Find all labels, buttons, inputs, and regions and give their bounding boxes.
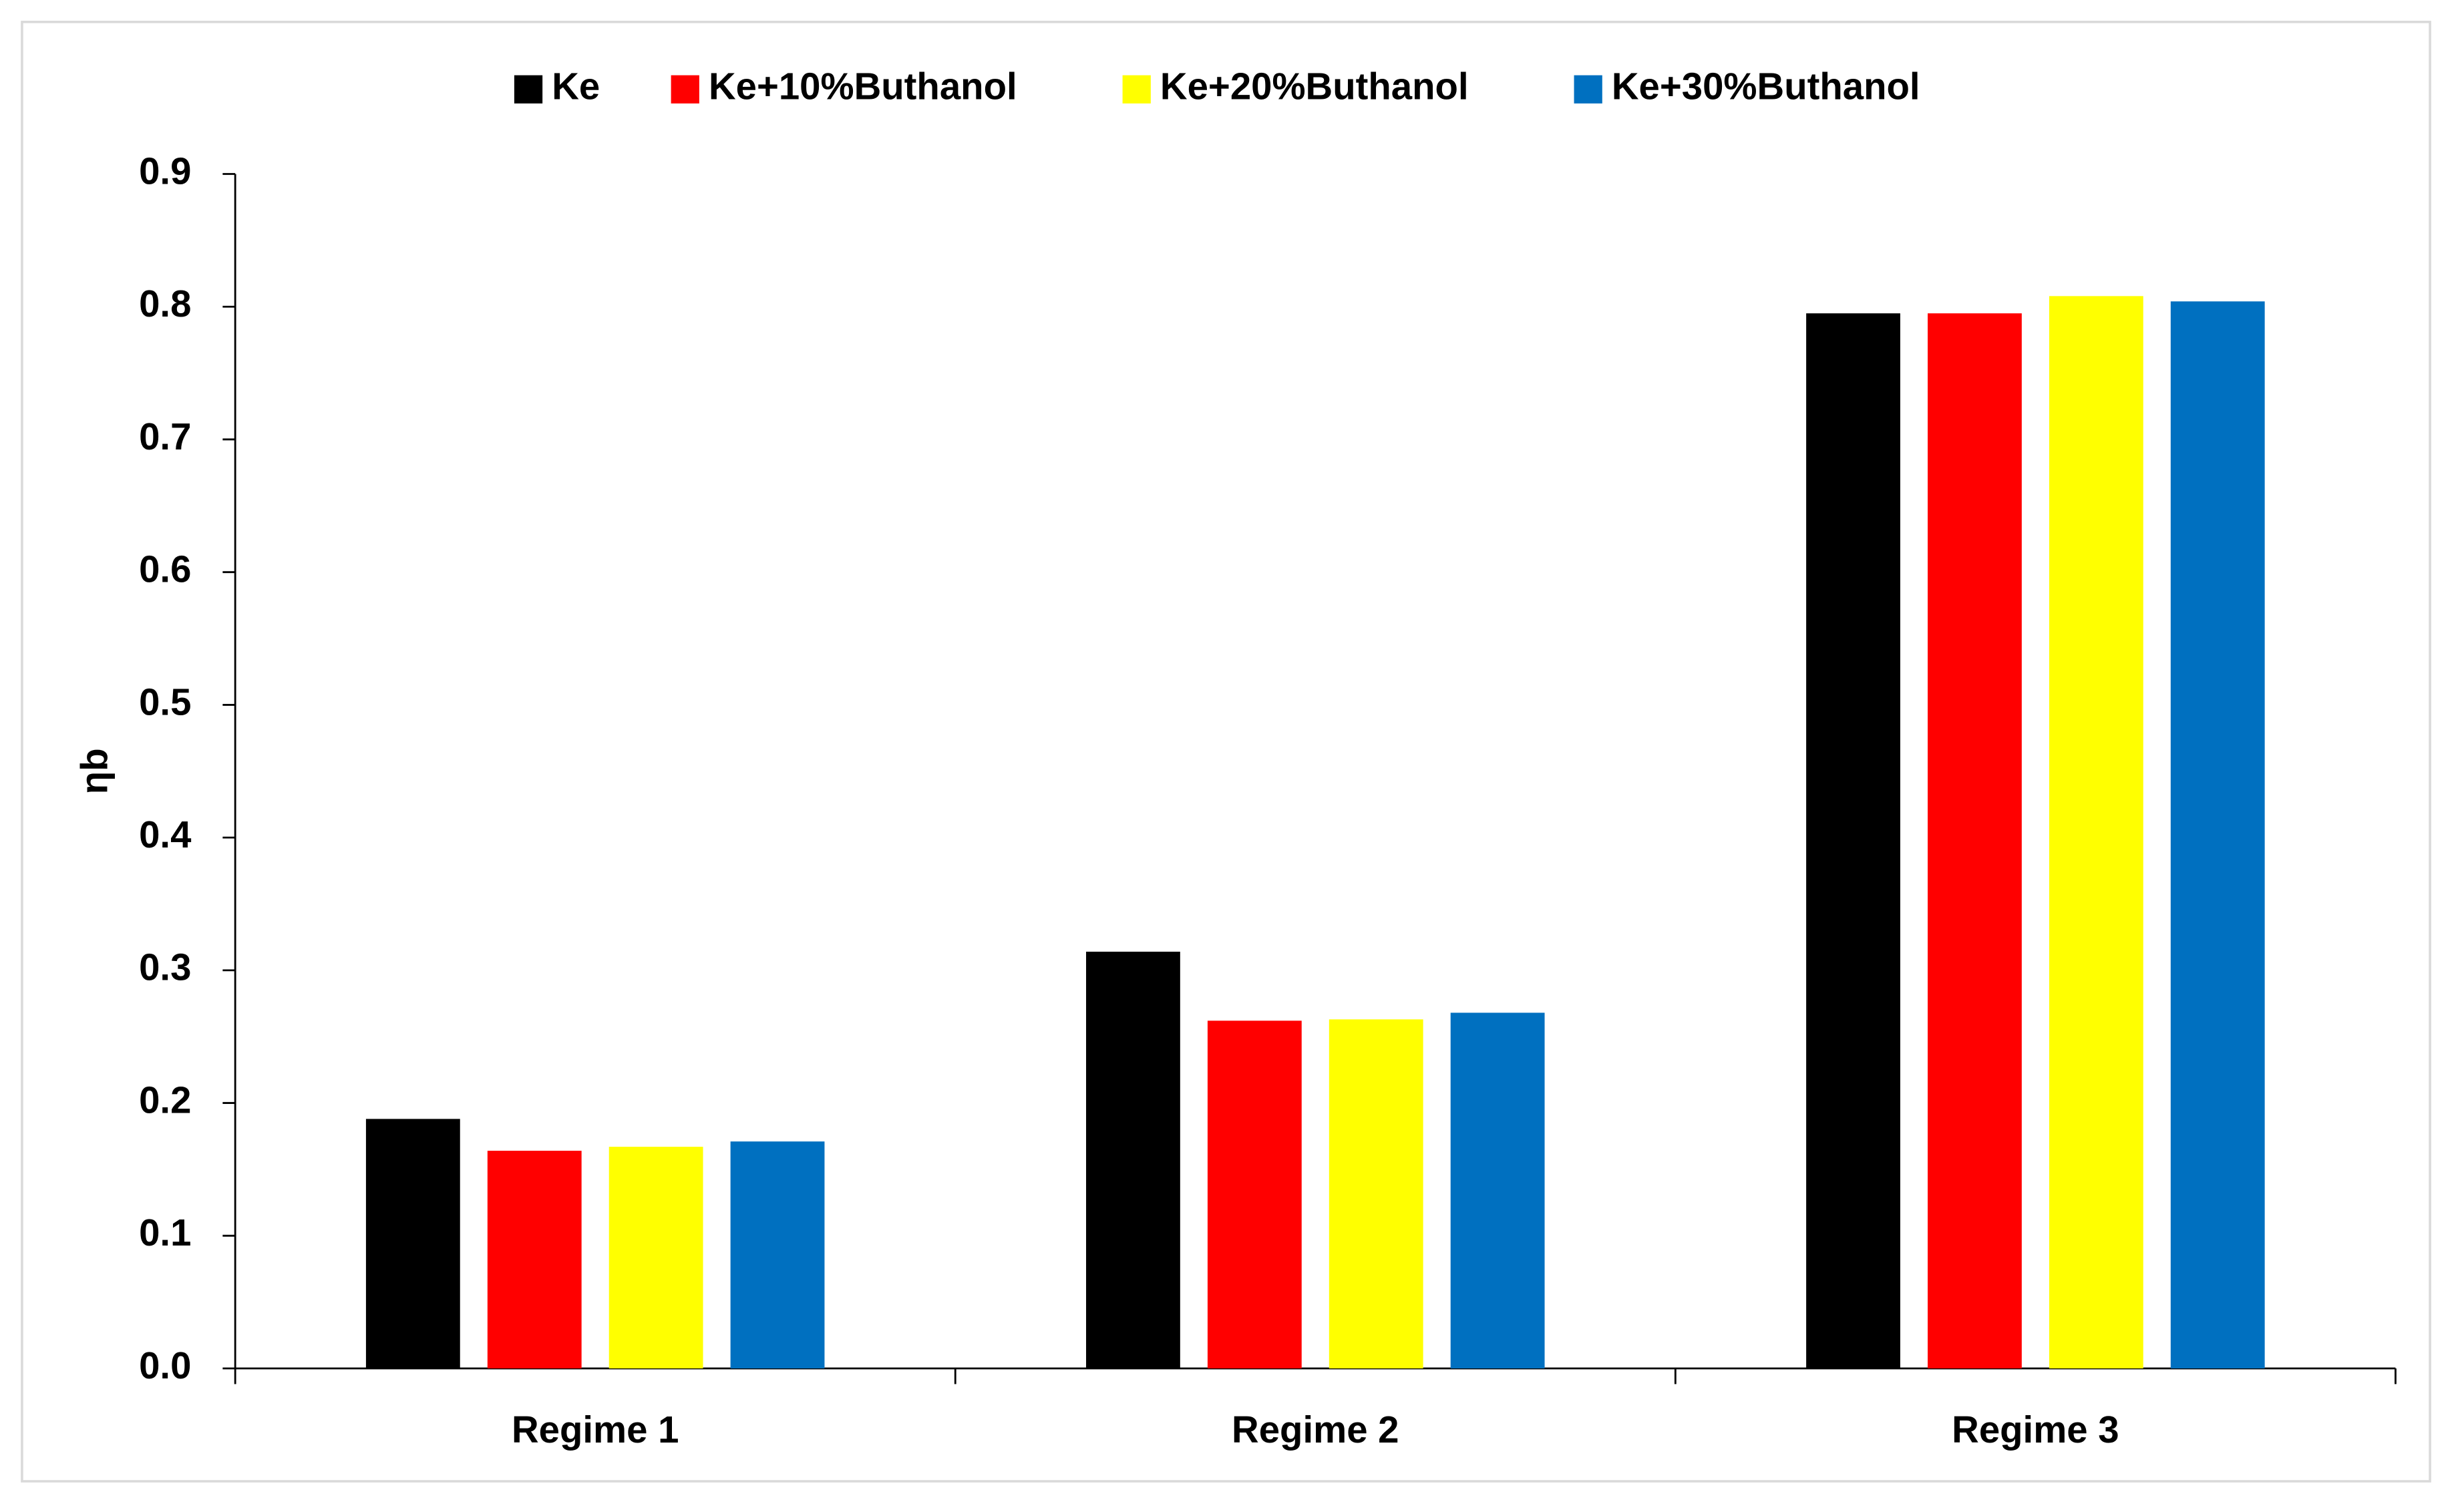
- y-tick-label: 0.0: [139, 1344, 191, 1386]
- legend-label: Ke+20%Buthanol: [1160, 65, 1469, 108]
- x-tick-label: Regime 3: [1952, 1408, 2119, 1451]
- y-tick-label: 0.3: [139, 946, 191, 988]
- y-tick-label: 0.5: [139, 681, 191, 723]
- legend-label: Ke+10%Buthanol: [709, 65, 1017, 108]
- legend-swatch: [671, 75, 699, 104]
- bar: [2170, 301, 2265, 1369]
- bar: [1329, 1019, 1423, 1369]
- legend-label: Ke+30%Buthanol: [1612, 65, 1920, 108]
- bar: [365, 1119, 460, 1369]
- bar: [2049, 296, 2143, 1369]
- y-tick-label: 0.8: [139, 282, 191, 325]
- bar: [730, 1141, 825, 1369]
- y-tick-label: 0.9: [139, 150, 191, 192]
- x-tick-label: Regime 1: [512, 1408, 679, 1451]
- legend-label: Ke: [552, 65, 600, 108]
- y-tick-label: 0.7: [139, 415, 191, 457]
- y-tick-label: 0.4: [139, 813, 192, 856]
- legend-swatch: [514, 75, 543, 104]
- x-tick-label: Regime 2: [1232, 1408, 1399, 1451]
- y-axis-label: ηb: [73, 748, 115, 794]
- y-tick-label: 0.2: [139, 1079, 191, 1121]
- bar: [608, 1147, 703, 1369]
- bar: [1928, 313, 2022, 1369]
- y-tick-label: 0.6: [139, 548, 191, 590]
- legend-swatch: [1574, 75, 1602, 104]
- y-tick-label: 0.1: [139, 1211, 191, 1254]
- bar: [487, 1151, 582, 1369]
- legend-swatch: [1122, 75, 1151, 104]
- bar: [1207, 1020, 1302, 1369]
- bar: [1086, 952, 1180, 1369]
- bar: [1806, 313, 1900, 1369]
- bar: [1450, 1012, 1545, 1369]
